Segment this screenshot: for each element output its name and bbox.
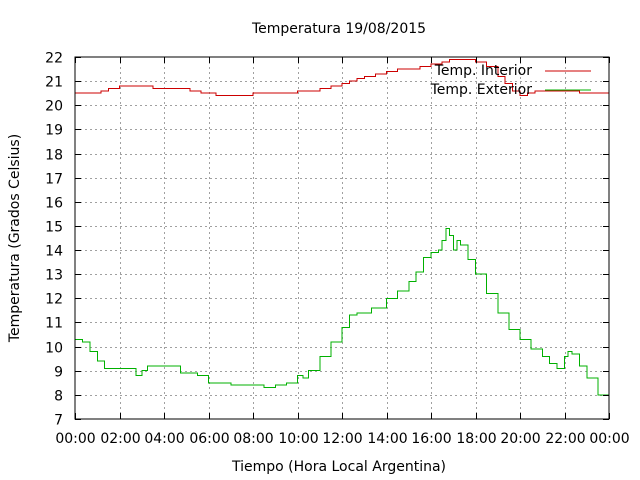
y-tick-label: 13 — [45, 268, 63, 284]
chart-title: Temperatura 19/08/2015 — [251, 21, 426, 37]
y-tick-label: 8 — [54, 389, 63, 405]
x-tick-label: 12:00 — [322, 431, 362, 447]
x-tick-label: 06:00 — [189, 431, 229, 447]
y-tick-label: 21 — [45, 75, 63, 91]
x-tick-label: 00:00 — [589, 431, 629, 447]
x-tick-label: 20:00 — [500, 431, 540, 447]
x-tick-label: 22:00 — [545, 431, 585, 447]
legend: Temp. Interior Temp. Exterior — [430, 63, 591, 98]
y-tick-label: 15 — [45, 220, 63, 236]
x-axis-label: Tiempo (Hora Local Argentina) — [231, 459, 446, 475]
grid-lines — [75, 57, 609, 419]
x-tick-label: 08:00 — [233, 431, 273, 447]
y-tick-label: 18 — [45, 148, 63, 164]
x-tick-label: 14:00 — [367, 431, 407, 447]
y-tick-label: 20 — [45, 99, 63, 115]
y-tick-label: 12 — [45, 292, 63, 308]
y-tick-labels: 7 8 9 10 11 12 13 14 15 16 17 18 19 20 21 22 — [45, 51, 63, 429]
x-tick-label: 10:00 — [278, 431, 318, 447]
y-tick-label: 16 — [45, 196, 63, 212]
x-tick-label: 04:00 — [144, 431, 184, 447]
y-tick-label: 9 — [54, 365, 63, 381]
y-tick-label: 19 — [45, 123, 63, 139]
data-series — [75, 58, 610, 407]
y-tick-label: 17 — [45, 172, 63, 188]
legend-label-exterior: Temp. Exterior — [430, 82, 533, 98]
y-axis-label: Temperatura (Grados Celsius) — [7, 134, 23, 343]
x-tick-label: 18:00 — [456, 431, 496, 447]
y-tick-label: 14 — [45, 244, 63, 260]
tick-marks — [75, 57, 610, 420]
x-tick-label: 02:00 — [100, 431, 140, 447]
x-tick-label: 00:00 — [55, 431, 95, 447]
series-line-exterior — [75, 227, 610, 407]
legend-label-interior: Temp. Interior — [434, 63, 533, 79]
x-tick-labels: 00:00 02:00 04:00 06:00 08:00 10:00 12:00 14:00… — [55, 431, 629, 447]
y-tick-label: 7 — [54, 413, 63, 429]
y-tick-label: 11 — [45, 316, 63, 332]
y-tick-label: 22 — [45, 51, 63, 67]
series-line-interior — [75, 58, 610, 97]
x-tick-label: 16:00 — [411, 431, 451, 447]
y-tick-label: 10 — [45, 341, 63, 357]
